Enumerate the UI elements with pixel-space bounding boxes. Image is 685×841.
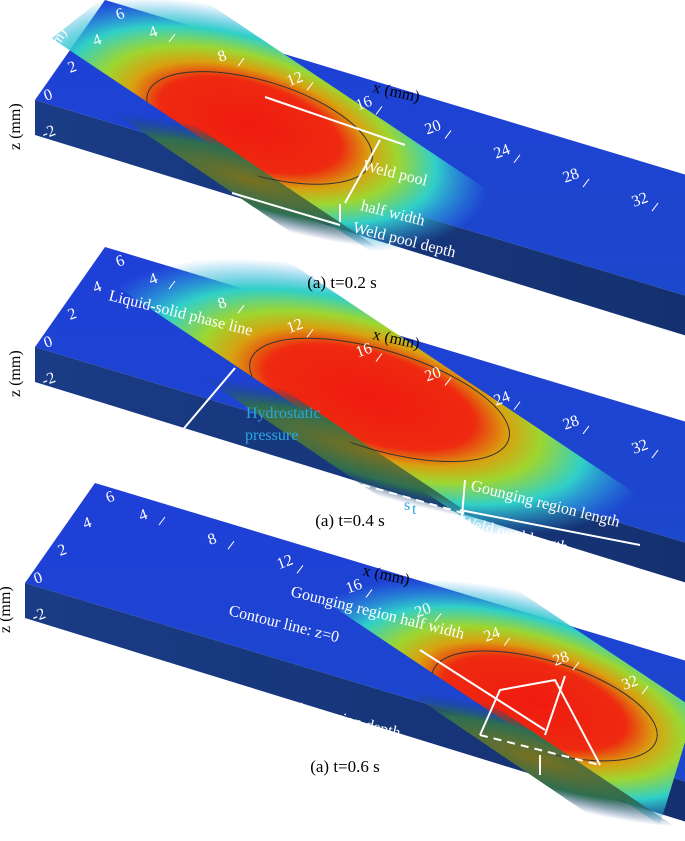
caption: (a) t=0.4 s: [315, 511, 385, 530]
x-tick-label: 24: [482, 624, 503, 645]
tick-mark: [503, 637, 511, 647]
annotation: Hydrostatic: [246, 405, 321, 422]
x-tick-label: 16: [354, 93, 375, 114]
annotation-line: [479, 734, 601, 766]
annotation: t: [412, 501, 417, 518]
tick-mark: [375, 353, 383, 362]
x-tick-label: 20: [423, 117, 444, 138]
x-tick-label: 20: [423, 364, 444, 385]
x-tick-label: 12: [285, 69, 306, 90]
tick-mark: [365, 589, 373, 598]
x-tick-label: 16: [354, 340, 375, 361]
x-tick-label: 12: [275, 552, 296, 573]
x-tick-label: 32: [620, 672, 641, 693]
tick-mark: [513, 401, 521, 411]
contour-line: [249, 337, 510, 463]
annotation-line: [544, 675, 566, 736]
tick-mark: [158, 516, 166, 526]
tick-mark: [444, 377, 452, 386]
x-tick-label: 28: [561, 165, 582, 186]
side-tick-label: -2: [30, 605, 48, 626]
z-axis-label: z (mm): [0, 586, 14, 633]
tick-mark: [651, 202, 659, 212]
annotation-line: [459, 509, 641, 546]
x-tick-label: 32: [630, 436, 651, 457]
annotation-line: [159, 427, 471, 516]
x-tick-label: 20: [413, 600, 434, 621]
tick-mark: [582, 178, 590, 188]
tick-mark: [651, 449, 659, 459]
z-axis-label: z (mm): [7, 103, 24, 150]
x-tick-label: 12: [285, 316, 306, 337]
tick-mark: [513, 154, 521, 164]
x-tick-label: 32: [630, 189, 651, 210]
tick-mark: [444, 130, 452, 139]
annotation-line: [231, 192, 341, 226]
tick-mark: [572, 661, 580, 671]
annotation-line: [449, 521, 586, 576]
tick-mark: [237, 304, 245, 314]
tick-mark: [296, 565, 304, 574]
side-tick-label: -2: [40, 122, 58, 143]
annotation-line: [264, 96, 406, 146]
tick-mark: [168, 280, 176, 290]
x-tick-label: 24: [492, 388, 513, 409]
side-tick-label: -2: [40, 369, 58, 390]
x-tick-label: 16: [344, 576, 365, 597]
annotation-line: [479, 678, 601, 766]
tick-mark: [375, 106, 383, 115]
tick-mark: [237, 57, 245, 67]
x-tick-label: 24: [492, 141, 513, 162]
tick-mark: [434, 613, 442, 622]
z-axis-label: z (mm): [7, 350, 24, 397]
tick-mark: [227, 540, 235, 550]
annotation-line: [179, 367, 236, 434]
annotation-line: [419, 649, 546, 731]
x-tick-label: 28: [551, 648, 572, 669]
tick-mark: [306, 82, 314, 91]
tick-mark: [168, 33, 176, 43]
annotation-line: [344, 139, 381, 204]
x-tick-label: 28: [561, 412, 582, 433]
annotation: s: [404, 497, 410, 514]
caption: (a) t=0.6 s: [310, 757, 380, 776]
tick-mark: [306, 329, 314, 338]
caption: (a) t=0.2 s: [307, 273, 377, 292]
annotation: pressure: [245, 427, 298, 444]
tick-mark: [582, 425, 590, 435]
tick-mark: [641, 685, 649, 695]
